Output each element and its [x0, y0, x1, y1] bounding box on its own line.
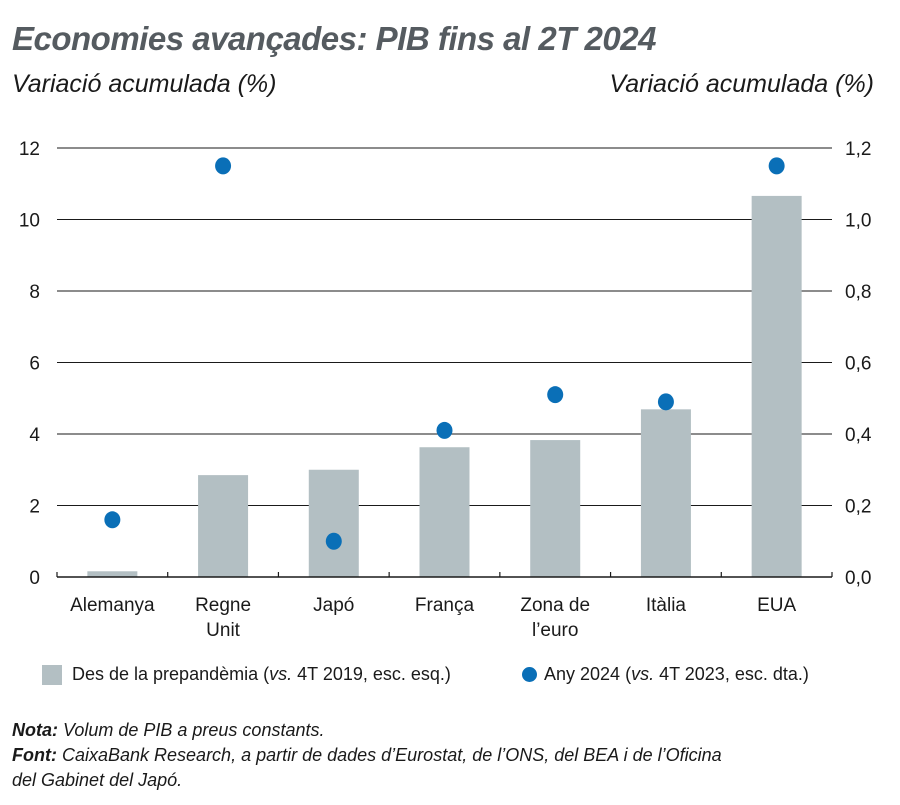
- legend-item-dots: Any 2024 (vs. 4T 2023, esc. dta.): [522, 664, 809, 685]
- y-tick-label-left: 4: [29, 425, 40, 446]
- bar: [640, 409, 691, 577]
- data-point: [215, 157, 232, 175]
- plot-area: 0 0,0 2 0,2 4 0,4 6 0,6 8 0,8 10 1,0 12 1,2 Alemanya Re…: [19, 139, 872, 641]
- bar: [87, 571, 138, 577]
- bar: [419, 447, 470, 577]
- legend-label: Des de la prepandèmia (vs. 4T 2019, esc.…: [72, 664, 451, 684]
- x-tick-label: Japó: [313, 595, 354, 616]
- x-tick-label: EUA: [757, 595, 796, 616]
- legend-item-bars: Des de la prepandèmia (vs. 4T 2019, esc.…: [42, 664, 451, 685]
- x-tick-label: Alemanya: [70, 595, 155, 616]
- y-tick-label-left: 0: [29, 568, 40, 589]
- data-point: [657, 393, 674, 411]
- legend-swatch-dot: [522, 667, 537, 682]
- legend-label: Any 2024 (vs. 4T 2023, esc. dta.): [544, 664, 809, 684]
- data-point: [547, 386, 564, 404]
- y-tick-label-left: 8: [29, 282, 40, 303]
- x-tick-label: Zona de l’euro: [520, 595, 590, 641]
- y-tick-label-right: 0,2: [845, 497, 871, 518]
- data-point: [436, 421, 453, 439]
- note-line: Nota: Volum de PIB a preus constants.: [12, 720, 325, 740]
- bar: [198, 475, 249, 577]
- chart-title: Economies avançades: PIB fins al 2T 2024: [12, 20, 656, 57]
- data-point: [104, 511, 121, 529]
- left-axis-label: Variació acumulada (%): [12, 70, 277, 98]
- bar: [308, 469, 359, 577]
- y-tick-label-left: 2: [29, 497, 40, 518]
- y-tick-label-right: 0,8: [845, 282, 871, 303]
- legend-swatch-bar: [42, 664, 62, 685]
- bar: [530, 440, 581, 577]
- x-tick-label: França: [415, 595, 475, 616]
- notes: Nota: Volum de PIB a preus constants. Fo…: [12, 718, 722, 793]
- source-line: Font: CaixaBank Research, a partir de da…: [12, 745, 722, 765]
- bar: [751, 195, 802, 577]
- y-tick-label-right: 0,4: [845, 425, 872, 446]
- y-tick-label-left: 10: [19, 211, 40, 232]
- x-tick-label: Regne Unit: [195, 595, 251, 641]
- y-tick-label-right: 0,6: [845, 354, 871, 375]
- x-tick-label: Itàlia: [646, 595, 687, 616]
- y-tick-label-left: 6: [29, 354, 40, 375]
- y-tick-label-right: 0,0: [845, 568, 871, 589]
- data-point: [325, 532, 342, 550]
- source-line-2: del Gabinet del Japó.: [12, 770, 183, 790]
- y-tick-label-right: 1,0: [845, 211, 871, 232]
- y-tick-label-left: 12: [19, 139, 40, 160]
- data-point: [768, 157, 785, 175]
- y-tick-label-right: 1,2: [845, 139, 871, 160]
- right-axis-label: Variació acumulada (%): [609, 70, 874, 98]
